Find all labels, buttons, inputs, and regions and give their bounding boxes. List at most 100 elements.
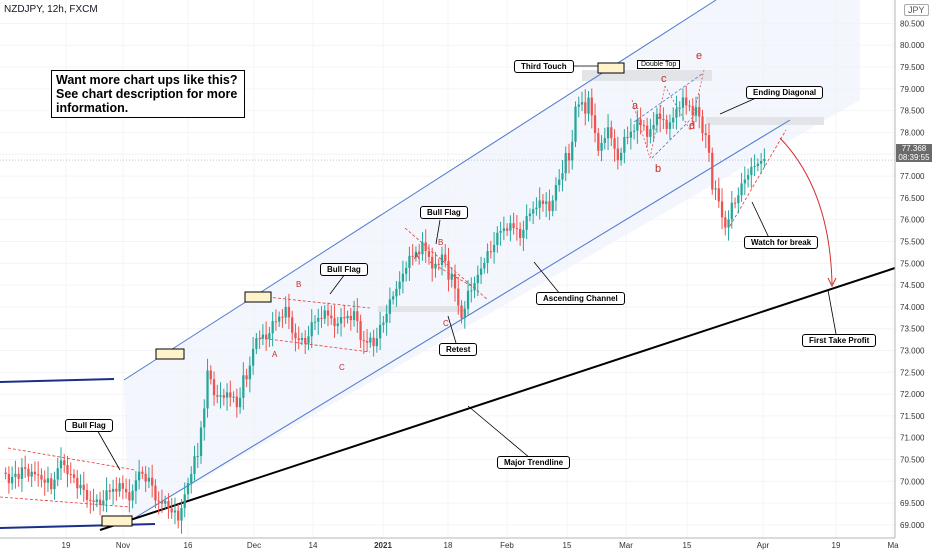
candle-body [753, 166, 756, 168]
candle-body [665, 119, 668, 129]
time-tick-label: 19 [832, 541, 841, 550]
candle-body [639, 119, 642, 126]
candle-body [737, 195, 740, 204]
candle-body [76, 477, 79, 489]
candle-body [209, 370, 212, 380]
candle-body [46, 478, 50, 483]
candle-body [675, 108, 678, 118]
candle-body [222, 395, 225, 398]
wave-diag-d: d [689, 120, 696, 132]
candle-body [20, 467, 24, 479]
candle-body [724, 217, 727, 228]
candle-body [356, 311, 359, 322]
candle-body [763, 158, 766, 161]
price-tick-label: 71.000 [900, 434, 925, 443]
candle-body [69, 474, 72, 476]
candle-body [278, 316, 281, 322]
candle-body [548, 201, 551, 211]
candle-body [170, 508, 173, 513]
candle-body [756, 163, 759, 167]
currency-tag[interactable]: JPY [904, 4, 929, 16]
candle-body [678, 107, 681, 109]
candle-body [232, 396, 235, 398]
candle-body [343, 317, 346, 319]
candle-body [434, 263, 437, 269]
candle-body [294, 332, 297, 339]
candle-body [688, 105, 691, 107]
candle-body [652, 124, 655, 130]
candle-body [388, 299, 392, 314]
candle-body [121, 483, 124, 489]
candle-body [395, 288, 398, 297]
candle-body [95, 499, 98, 502]
candle-body [567, 153, 571, 161]
touch-box-4 [101, 515, 133, 527]
price-tick-label: 78.500 [900, 107, 925, 116]
candles [4, 85, 766, 534]
watch-for-break-label: Watch for break [744, 236, 819, 249]
candle-body [610, 127, 613, 139]
candle-body [157, 500, 160, 502]
callout-tp [827, 289, 837, 335]
candle-body [339, 317, 343, 324]
candle-body [522, 229, 525, 238]
candle-body [473, 283, 476, 291]
candle-body [424, 242, 427, 252]
candle-body [405, 267, 408, 274]
bull-flag1-upper [7, 447, 136, 471]
candle-body [502, 228, 505, 232]
candle-body [102, 500, 105, 505]
price-tick-label: 70.500 [900, 456, 925, 465]
candle-body [698, 107, 701, 117]
price-axis: 69.000 69.500 70.000 70.500 71.000 71.500 72.0… [894, 0, 925, 538]
candle-body [98, 499, 102, 505]
candle-body [59, 460, 63, 469]
candle-body [183, 494, 186, 509]
candle-body [743, 179, 746, 184]
candle-body [672, 117, 675, 123]
wave-flag2-c: C [443, 319, 449, 328]
promo-line-2: See chart description for more [56, 87, 238, 101]
third-touch-label: Third Touch [514, 60, 574, 73]
candle-body [147, 477, 151, 482]
candle-body [515, 228, 519, 230]
take-profit-arrow-head [827, 277, 837, 288]
candle-body [450, 273, 453, 280]
candle-body [63, 460, 66, 466]
candle-body [727, 219, 730, 228]
time-tick-label: Dec [247, 541, 261, 550]
promo-line-3: information. [56, 101, 129, 115]
candle-body [382, 322, 385, 325]
candle-body [160, 501, 164, 504]
time-tick-label: 18 [444, 541, 453, 550]
candle-body [512, 223, 515, 229]
promo-line-1: Want more chart ups like this? [56, 73, 238, 87]
candle-body [261, 334, 265, 339]
channel-lower-line [127, 119, 791, 523]
price-tick-label: 79.500 [900, 63, 925, 72]
candle-body [466, 290, 470, 309]
candle-body [401, 273, 405, 282]
callout-watch [751, 201, 771, 241]
time-tick-label: Apr [757, 541, 770, 550]
candle-body [714, 188, 717, 190]
candle-body [538, 200, 541, 208]
candle-body [681, 97, 685, 108]
candle-body [115, 488, 118, 492]
candle-body [437, 263, 440, 265]
promo-box: Want more chart ups like this? See chart… [51, 70, 245, 118]
candle-body [300, 337, 304, 341]
candle-body [212, 379, 216, 396]
ascending-channel-fill [124, 0, 860, 522]
time-tick-label: Feb [500, 541, 514, 550]
candle-body [297, 338, 300, 341]
double-top-zone [582, 70, 712, 81]
candle-body [186, 483, 190, 495]
candle-body [190, 474, 193, 484]
candle-body [326, 310, 330, 316]
price-tick-label: 75.000 [900, 259, 925, 268]
price-tick-label: 78.000 [900, 128, 925, 137]
watch-break-line [729, 129, 787, 227]
price-tick-label: 69.000 [900, 521, 925, 530]
candle-body [124, 488, 128, 493]
